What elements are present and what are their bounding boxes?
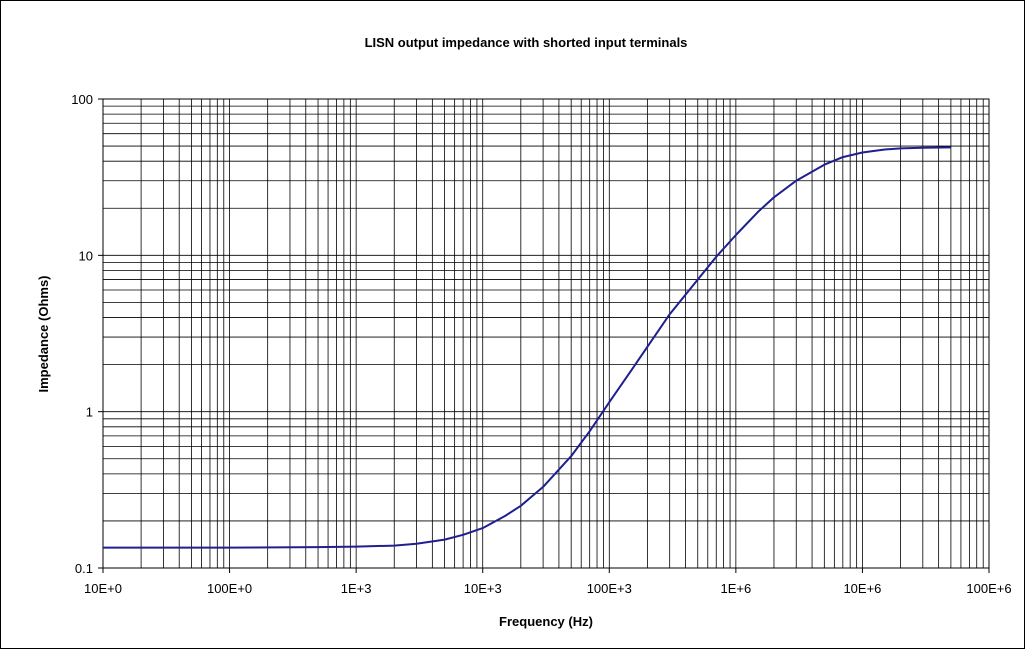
chart-title: LISN output impedance with shorted input…	[365, 35, 688, 50]
x-tick-label: 10E+6	[843, 581, 881, 596]
chart-grid	[103, 99, 989, 568]
series-layer	[103, 146, 951, 549]
y-tick-label: 100	[71, 92, 93, 107]
x-tick-label: 1E+3	[341, 581, 372, 596]
y-axis-label: Impedance (Ohms)	[36, 275, 51, 392]
x-tick-label: 1E+6	[720, 581, 751, 596]
y-tick-label: 0.1	[75, 561, 93, 576]
x-tick-label: 100E+6	[966, 581, 1011, 596]
plot-area	[102, 98, 990, 569]
x-axis-ticks: 10E+0 100E+0 1E+3 10E+3 100E+3 1E+6 10E+6 100E+…	[84, 568, 1012, 596]
x-tick-label: 10E+3	[464, 581, 502, 596]
impedance-series-line	[103, 146, 951, 549]
y-axis-ticks: 0.1 1 10 100	[71, 92, 103, 576]
x-tick-label: 10E+0	[84, 581, 122, 596]
x-tick-label: 100E+3	[587, 581, 632, 596]
y-tick-label: 1	[86, 405, 93, 420]
y-tick-label: 10	[79, 248, 93, 263]
x-axis-label: Frequency (Hz)	[499, 614, 593, 629]
x-tick-label: 100E+0	[207, 581, 252, 596]
